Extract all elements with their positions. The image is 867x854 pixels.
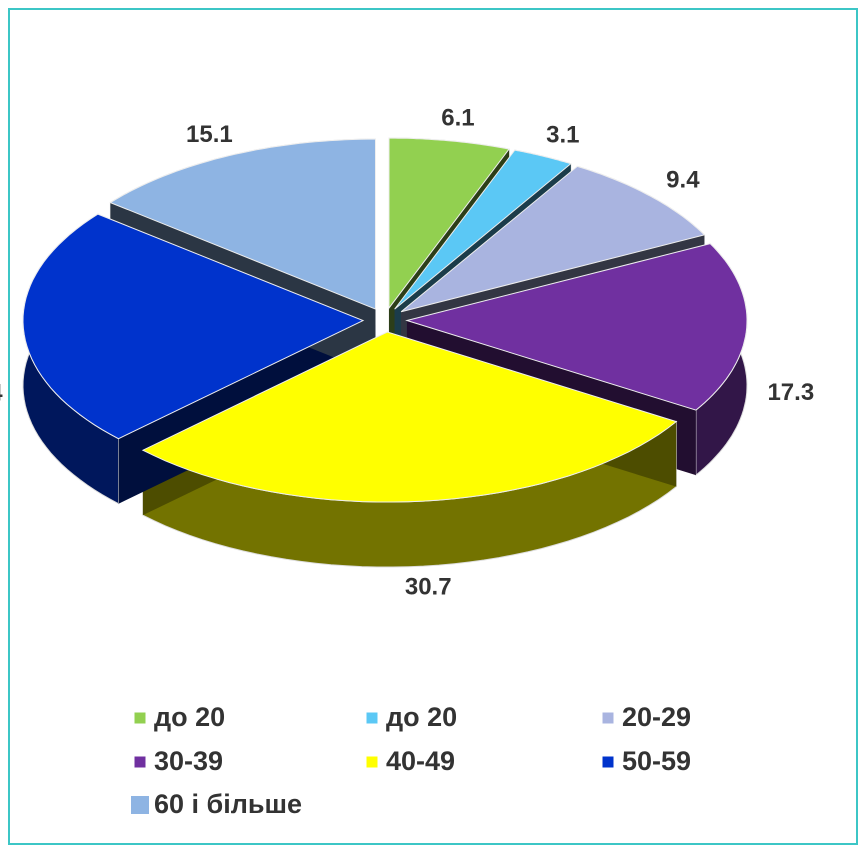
slice-tops bbox=[22, 137, 748, 503]
legend-label: до 20 bbox=[154, 702, 225, 732]
legend-marker bbox=[366, 756, 378, 768]
slice bbox=[22, 213, 365, 440]
data-label: 6.1 bbox=[441, 104, 474, 131]
slice bbox=[109, 138, 377, 310]
slice bbox=[405, 243, 748, 411]
slice bbox=[141, 331, 678, 503]
legend-label: до 20 bbox=[386, 702, 457, 732]
legend-label: 30-39 bbox=[154, 746, 223, 776]
data-label: 3.1 bbox=[546, 122, 579, 149]
data-label: 30.7 bbox=[405, 573, 452, 600]
legend-marker bbox=[602, 712, 614, 724]
legend-marker bbox=[602, 756, 614, 768]
legend-label: 50-59 bbox=[622, 746, 691, 776]
slice bbox=[400, 165, 706, 313]
legend-label: 20-29 bbox=[622, 702, 691, 732]
legend-label: 40-49 bbox=[386, 746, 455, 776]
slice bbox=[394, 149, 572, 310]
legend-marker bbox=[131, 796, 149, 814]
legend-marker bbox=[366, 712, 378, 724]
slice bbox=[388, 137, 510, 310]
legend-label: 60 і більше bbox=[154, 789, 302, 819]
data-label: 15.1 bbox=[186, 121, 233, 148]
legend-marker bbox=[134, 712, 146, 724]
data-label: 9.4 bbox=[666, 167, 700, 194]
data-label: 17.3 bbox=[767, 379, 814, 406]
data-label: 24.4 bbox=[0, 380, 3, 407]
legend-marker bbox=[134, 756, 146, 768]
